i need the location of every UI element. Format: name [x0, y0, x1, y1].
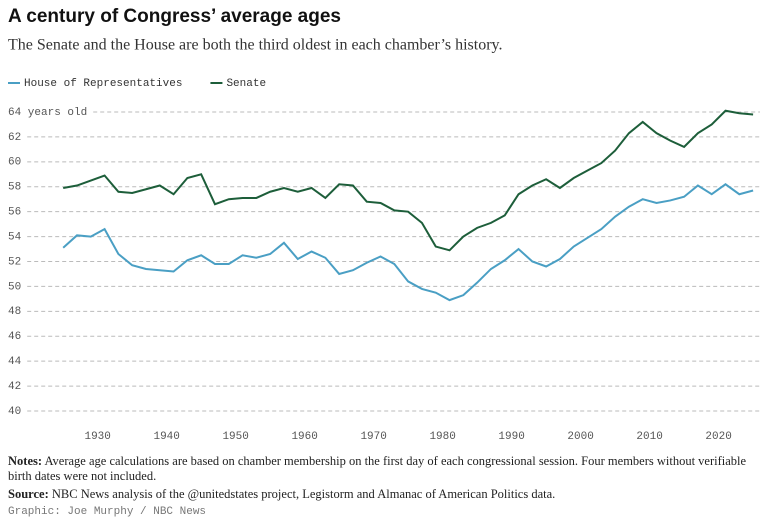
- y-tick-label: 44: [8, 356, 22, 368]
- y-tick-label: 52: [8, 256, 21, 268]
- credit: Graphic: Joe Murphy / NBC News: [8, 506, 207, 518]
- y-tick-label: 50: [8, 281, 21, 293]
- notes-label: Notes:: [8, 454, 43, 468]
- y-tick-label: 46: [8, 331, 21, 343]
- y-tick-label: 48: [8, 306, 21, 318]
- series-line: [63, 109, 754, 252]
- x-tick-label: 1930: [84, 431, 110, 443]
- y-tick-label: 42: [8, 381, 21, 393]
- y-tick-label: 58: [8, 182, 21, 194]
- x-tick-label: 2010: [636, 431, 662, 443]
- source-label: Source:: [8, 487, 49, 501]
- legend-label: Senate: [226, 78, 266, 90]
- x-tick-label: 1990: [498, 431, 524, 443]
- y-tick-label: 60: [8, 157, 21, 169]
- legend-label: House of Representatives: [24, 78, 182, 90]
- y-tick-label: 62: [8, 132, 21, 144]
- y-tick-label: 64 years old: [8, 107, 87, 119]
- chart-title: A century of Congress’ average ages: [8, 6, 341, 27]
- source: Source: NBC News analysis of the @united…: [8, 487, 758, 502]
- x-tick-label: 1980: [429, 431, 455, 443]
- x-tick-label: 1960: [291, 431, 317, 443]
- notes-text: Average age calculations are based on ch…: [8, 454, 747, 483]
- x-tick-label: 1970: [360, 431, 386, 443]
- source-text: NBC News analysis of the @unitedstates p…: [51, 487, 556, 501]
- x-tick-label: 2020: [705, 431, 731, 443]
- y-tick-label: 54: [8, 231, 22, 243]
- series-line: [62, 183, 754, 302]
- chart: A century of Congress’ average ages The …: [8, 6, 760, 443]
- chart-subtitle: The Senate and the House are both the th…: [8, 37, 503, 54]
- x-tick-label: 1950: [222, 431, 248, 443]
- x-tick-label: 2000: [567, 431, 593, 443]
- notes: Notes: Average age calculations are base…: [8, 454, 758, 484]
- x-tick-label: 1940: [153, 431, 179, 443]
- y-tick-label: 40: [8, 406, 21, 418]
- y-tick-label: 56: [8, 207, 21, 219]
